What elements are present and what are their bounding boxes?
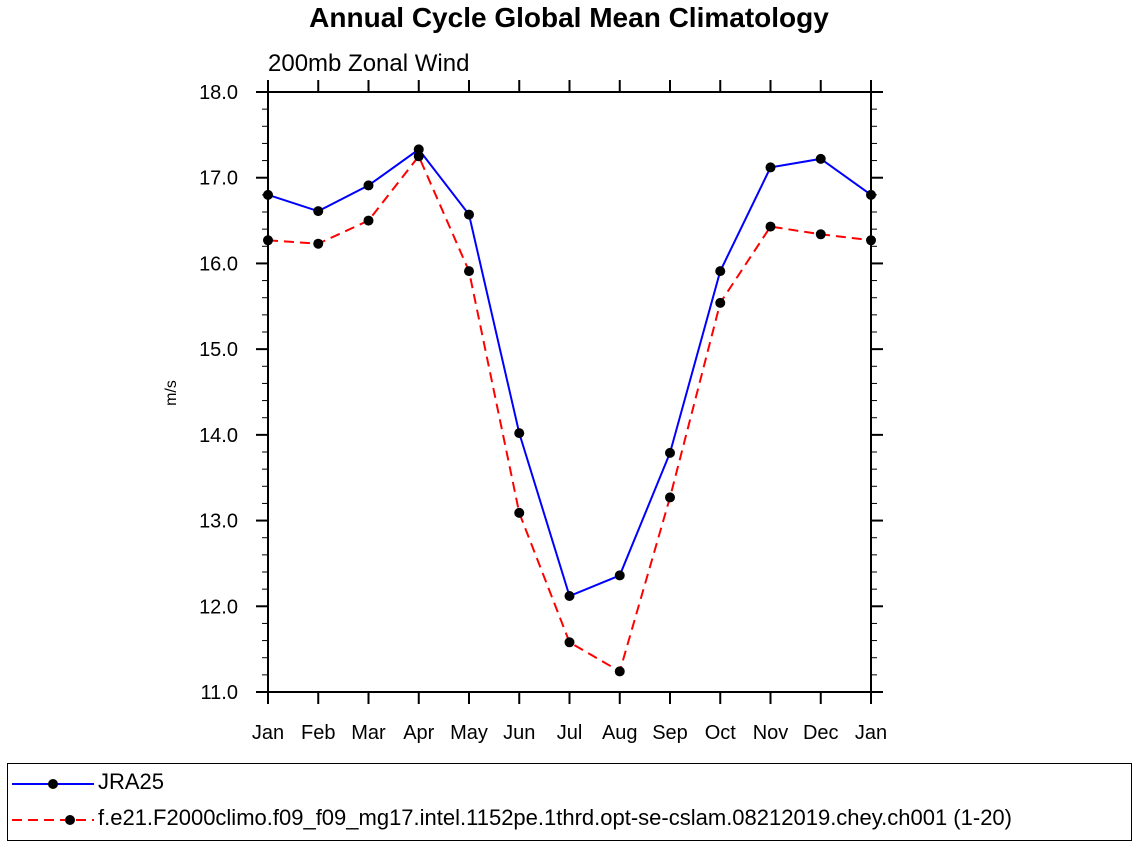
data-point-series-2 [866,235,876,246]
legend-swatch-1 [12,779,94,789]
chart-title: Annual Cycle Global Mean Climatology [309,2,829,33]
y-tick-label: 18.0 [199,82,238,104]
data-point-series-2 [313,238,324,249]
data-point-series-1 [263,189,273,200]
line-chart: 11.0 12.0 13.0 14.0 15.0 16.0 17.0 18.0 Jan Feb Ma… [199,80,887,744]
plot-frame [267,91,872,693]
x-tick-label: Feb [301,722,335,744]
data-point-series-2 [464,266,474,277]
x-tick-label: Jul [557,722,583,744]
legend: JRA25 f.e21.F2000climo.f09_f09_mg17.inte… [7,763,1132,841]
x-tick-label: Jun [503,722,535,744]
data-point-series-1 [363,180,374,191]
data-point-series-2 [715,297,726,308]
y-tick-label: 14.0 [199,425,238,447]
x-tick-label: Aug [602,722,638,744]
series-line-1 [267,148,872,598]
data-point-series-2 [614,666,625,677]
data-point-series-1 [313,206,324,217]
y-tick-label: 11.0 [201,682,238,704]
data-point-series-1 [614,570,625,581]
legend-entry-1: JRA25 [8,766,1131,802]
data-point-series-2 [263,235,273,246]
data-point-series-2 [815,229,826,240]
data-point-series-1 [715,266,726,277]
data-point-series-1 [514,428,525,439]
x-tick-label: Mar [351,722,386,744]
data-point-series-1 [413,144,424,155]
data-point-series-2 [413,151,424,162]
data-point-series-2 [665,492,675,503]
x-tick-label: Oct [705,722,737,744]
x-tick-label: Jan [252,722,284,744]
data-point-series-2 [765,221,776,232]
y-tick-label: 15.0 [199,339,238,361]
x-tick-label: Apr [403,722,434,744]
y-tick-label: 16.0 [199,253,238,275]
data-point-series-1 [815,153,826,164]
data-point-series-2 [514,507,525,518]
x-tick-label: May [450,722,488,744]
data-point-series-2 [564,637,575,648]
x-tick-label: Dec [803,722,839,744]
data-point-series-1 [765,162,776,173]
data-point-series-1 [464,209,474,220]
data-point-series-1 [866,189,876,200]
y-tick-label: 13.0 [199,511,238,533]
legend-entry-2: f.e21.F2000climo.f09_f09_mg17.intel.1152… [8,802,1131,838]
chart-subtitle: 200mb Zonal Wind [268,50,470,77]
y-tick-label: 12.0 [199,596,238,618]
legend-label-1: JRA25 [98,769,165,794]
data-point-series-2 [363,215,374,226]
x-tick-label: Nov [753,722,789,744]
x-tick-label: Jan [855,722,887,744]
legend-swatch-2 [12,815,94,825]
data-point-series-1 [665,447,675,458]
y-tick-label: 17.0 [199,168,238,190]
x-tick-label: Sep [652,722,688,744]
legend-label-2: f.e21.F2000climo.f09_f09_mg17.intel.1152… [98,805,1012,830]
data-point-series-1 [564,591,575,601]
